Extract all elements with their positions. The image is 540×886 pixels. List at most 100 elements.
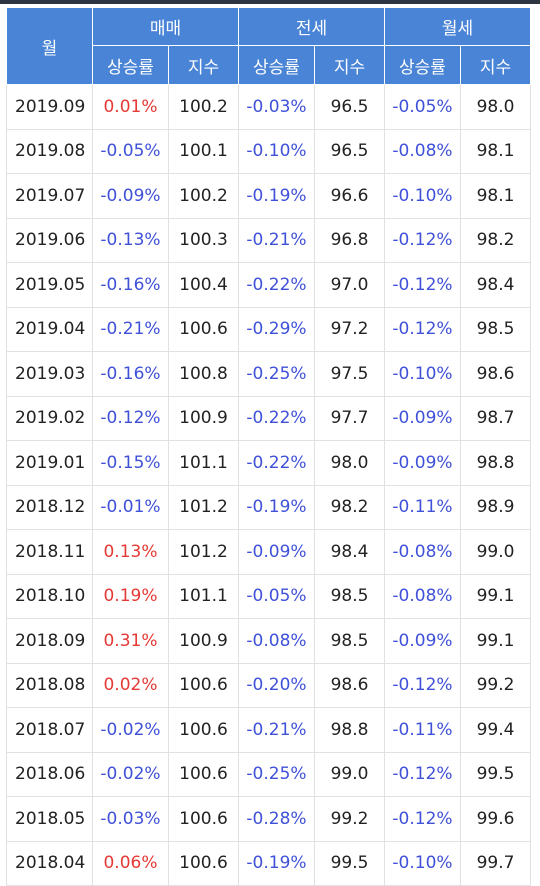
month-cell: 2018.06 bbox=[6, 751, 93, 797]
jeonse-rate-cell: -0.19% bbox=[238, 840, 315, 886]
jeonse-index-cell: 99.2 bbox=[314, 796, 385, 842]
header-row-groups: 월 매매 전세 월세 bbox=[6, 7, 531, 85]
jeonse-rate-cell: -0.22% bbox=[238, 262, 315, 308]
sale-rate-cell: -0.03% bbox=[92, 796, 169, 842]
sale-rate-cell: -0.01% bbox=[92, 484, 169, 530]
jeonse-index-cell: 98.5 bbox=[314, 573, 385, 619]
wolse-index-cell: 98.6 bbox=[460, 351, 531, 397]
month-cell: 2018.10 bbox=[6, 573, 93, 619]
month-cell: 2019.03 bbox=[6, 351, 93, 397]
sale-index-cell: 100.6 bbox=[168, 840, 239, 886]
sale-index-cell: 101.2 bbox=[168, 484, 239, 530]
wolse-index-cell: 98.8 bbox=[460, 440, 531, 486]
sale-index-cell: 101.2 bbox=[168, 529, 239, 575]
jeonse-rate-cell: -0.25% bbox=[238, 751, 315, 797]
table-row: 2018.09 0.31% 100.9 -0.08% 98.5 -0.09% 99.1 bbox=[6, 618, 531, 664]
wolse-index-cell: 99.6 bbox=[460, 796, 531, 842]
jeonse-rate-cell: -0.09% bbox=[238, 529, 315, 575]
wolse-index-cell: 98.5 bbox=[460, 306, 531, 352]
wolse-rate-cell: -0.10% bbox=[384, 351, 461, 397]
jeonse-rate-cell: -0.21% bbox=[238, 217, 315, 263]
table-row: 2019.03 -0.16% 100.8 -0.25% 97.5 -0.10% 98.6 bbox=[6, 351, 531, 397]
wolse-rate-cell: -0.11% bbox=[384, 707, 461, 753]
month-column-header: 월 bbox=[6, 7, 93, 85]
wolse-index-cell: 98.1 bbox=[460, 173, 531, 219]
jeonse-index-cell: 96.8 bbox=[314, 217, 385, 263]
sale-rate-header: 상승률 bbox=[92, 45, 169, 85]
table-row: 2018.06 -0.02% 100.6 -0.25% 99.0 -0.12% 99.5 bbox=[6, 751, 531, 797]
table-row: 2018.10 0.19% 101.1 -0.05% 98.5 -0.08% 99.1 bbox=[6, 573, 531, 619]
sale-index-cell: 100.6 bbox=[168, 662, 239, 708]
sale-index-cell: 100.3 bbox=[168, 217, 239, 263]
sale-index-header: 지수 bbox=[168, 45, 239, 85]
sale-rate-cell: -0.09% bbox=[92, 173, 169, 219]
month-cell: 2019.06 bbox=[6, 217, 93, 263]
wolse-rate-cell: -0.10% bbox=[384, 173, 461, 219]
month-cell: 2019.07 bbox=[6, 173, 93, 219]
table-row: 2018.07 -0.02% 100.6 -0.21% 98.8 -0.11% 99.4 bbox=[6, 707, 531, 753]
sale-index-cell: 100.1 bbox=[168, 128, 239, 174]
header-row-columns: 상승률 지수 상승률 지수 상승률 지수 bbox=[7, 45, 531, 85]
sale-rate-cell: 0.19% bbox=[92, 573, 169, 619]
wolse-index-cell: 98.2 bbox=[460, 217, 531, 263]
wolse-rate-cell: -0.12% bbox=[384, 306, 461, 352]
table-row: 2018.12 -0.01% 101.2 -0.19% 98.2 -0.11% 98.9 bbox=[6, 484, 531, 530]
jeonse-rate-header: 상승률 bbox=[238, 45, 315, 85]
jeonse-rate-cell: -0.08% bbox=[238, 618, 315, 664]
jeonse-rate-cell: -0.19% bbox=[238, 484, 315, 530]
month-cell: 2019.09 bbox=[6, 84, 93, 130]
wolse-index-cell: 99.4 bbox=[460, 707, 531, 753]
wolse-rate-cell: -0.12% bbox=[384, 662, 461, 708]
sale-group-header: 매매 bbox=[92, 7, 239, 46]
jeonse-index-cell: 96.6 bbox=[314, 173, 385, 219]
sale-rate-cell: -0.02% bbox=[92, 751, 169, 797]
wolse-index-cell: 98.7 bbox=[460, 395, 531, 441]
sale-index-cell: 100.9 bbox=[168, 395, 239, 441]
jeonse-group-header: 전세 bbox=[238, 7, 385, 46]
month-cell: 2018.05 bbox=[6, 796, 93, 842]
sale-rate-cell: -0.15% bbox=[92, 440, 169, 486]
month-cell: 2018.04 bbox=[6, 840, 93, 886]
jeonse-rate-cell: -0.21% bbox=[238, 707, 315, 753]
wolse-rate-cell: -0.08% bbox=[384, 529, 461, 575]
month-cell: 2018.07 bbox=[6, 707, 93, 753]
sale-index-cell: 101.1 bbox=[168, 573, 239, 619]
sale-rate-cell: 0.13% bbox=[92, 529, 169, 575]
table-row: 2019.09 0.01% 100.2 -0.03% 96.5 -0.05% 98.0 bbox=[6, 84, 531, 130]
sale-index-cell: 100.2 bbox=[168, 173, 239, 219]
table-row: 2019.05 -0.16% 100.4 -0.22% 97.0 -0.12% 98.4 bbox=[6, 262, 531, 308]
wolse-index-cell: 98.4 bbox=[460, 262, 531, 308]
month-cell: 2019.04 bbox=[6, 306, 93, 352]
wolse-rate-cell: -0.08% bbox=[384, 128, 461, 174]
jeonse-rate-cell: -0.20% bbox=[238, 662, 315, 708]
sale-rate-cell: 0.31% bbox=[92, 618, 169, 664]
wolse-index-cell: 99.7 bbox=[460, 840, 531, 886]
wolse-index-cell: 99.0 bbox=[460, 529, 531, 575]
table-row: 2019.08 -0.05% 100.1 -0.10% 96.5 -0.08% 98.1 bbox=[6, 128, 531, 174]
month-cell: 2019.01 bbox=[6, 440, 93, 486]
wolse-rate-cell: -0.09% bbox=[384, 395, 461, 441]
wolse-index-cell: 98.1 bbox=[460, 128, 531, 174]
table-row: 2019.06 -0.13% 100.3 -0.21% 96.8 -0.12% 98.2 bbox=[6, 217, 531, 263]
jeonse-index-header: 지수 bbox=[314, 45, 385, 85]
wolse-group-header: 월세 bbox=[384, 7, 531, 46]
wolse-index-cell: 99.1 bbox=[460, 573, 531, 619]
month-cell: 2019.08 bbox=[6, 128, 93, 174]
wolse-rate-cell: -0.12% bbox=[384, 262, 461, 308]
table-row: 2018.05 -0.03% 100.6 -0.28% 99.2 -0.12% 99.6 bbox=[6, 796, 531, 842]
jeonse-index-cell: 98.2 bbox=[314, 484, 385, 530]
sale-index-cell: 100.6 bbox=[168, 796, 239, 842]
jeonse-index-cell: 97.2 bbox=[314, 306, 385, 352]
sale-rate-cell: -0.13% bbox=[92, 217, 169, 263]
wolse-index-header: 지수 bbox=[460, 45, 531, 85]
jeonse-index-cell: 97.0 bbox=[314, 262, 385, 308]
jeonse-index-cell: 96.5 bbox=[314, 84, 385, 130]
table-row: 2018.11 0.13% 101.2 -0.09% 98.4 -0.08% 99.0 bbox=[6, 529, 531, 575]
jeonse-index-cell: 98.4 bbox=[314, 529, 385, 575]
status-bar-strip bbox=[0, 0, 540, 4]
price-index-table: 월 매매 전세 월세 상승률 지수 상승률 지수 상승률 지수 2019.09 0… bbox=[6, 7, 531, 886]
sale-rate-cell: -0.21% bbox=[92, 306, 169, 352]
jeonse-index-cell: 96.5 bbox=[314, 128, 385, 174]
jeonse-rate-cell: -0.29% bbox=[238, 306, 315, 352]
month-cell: 2019.02 bbox=[6, 395, 93, 441]
